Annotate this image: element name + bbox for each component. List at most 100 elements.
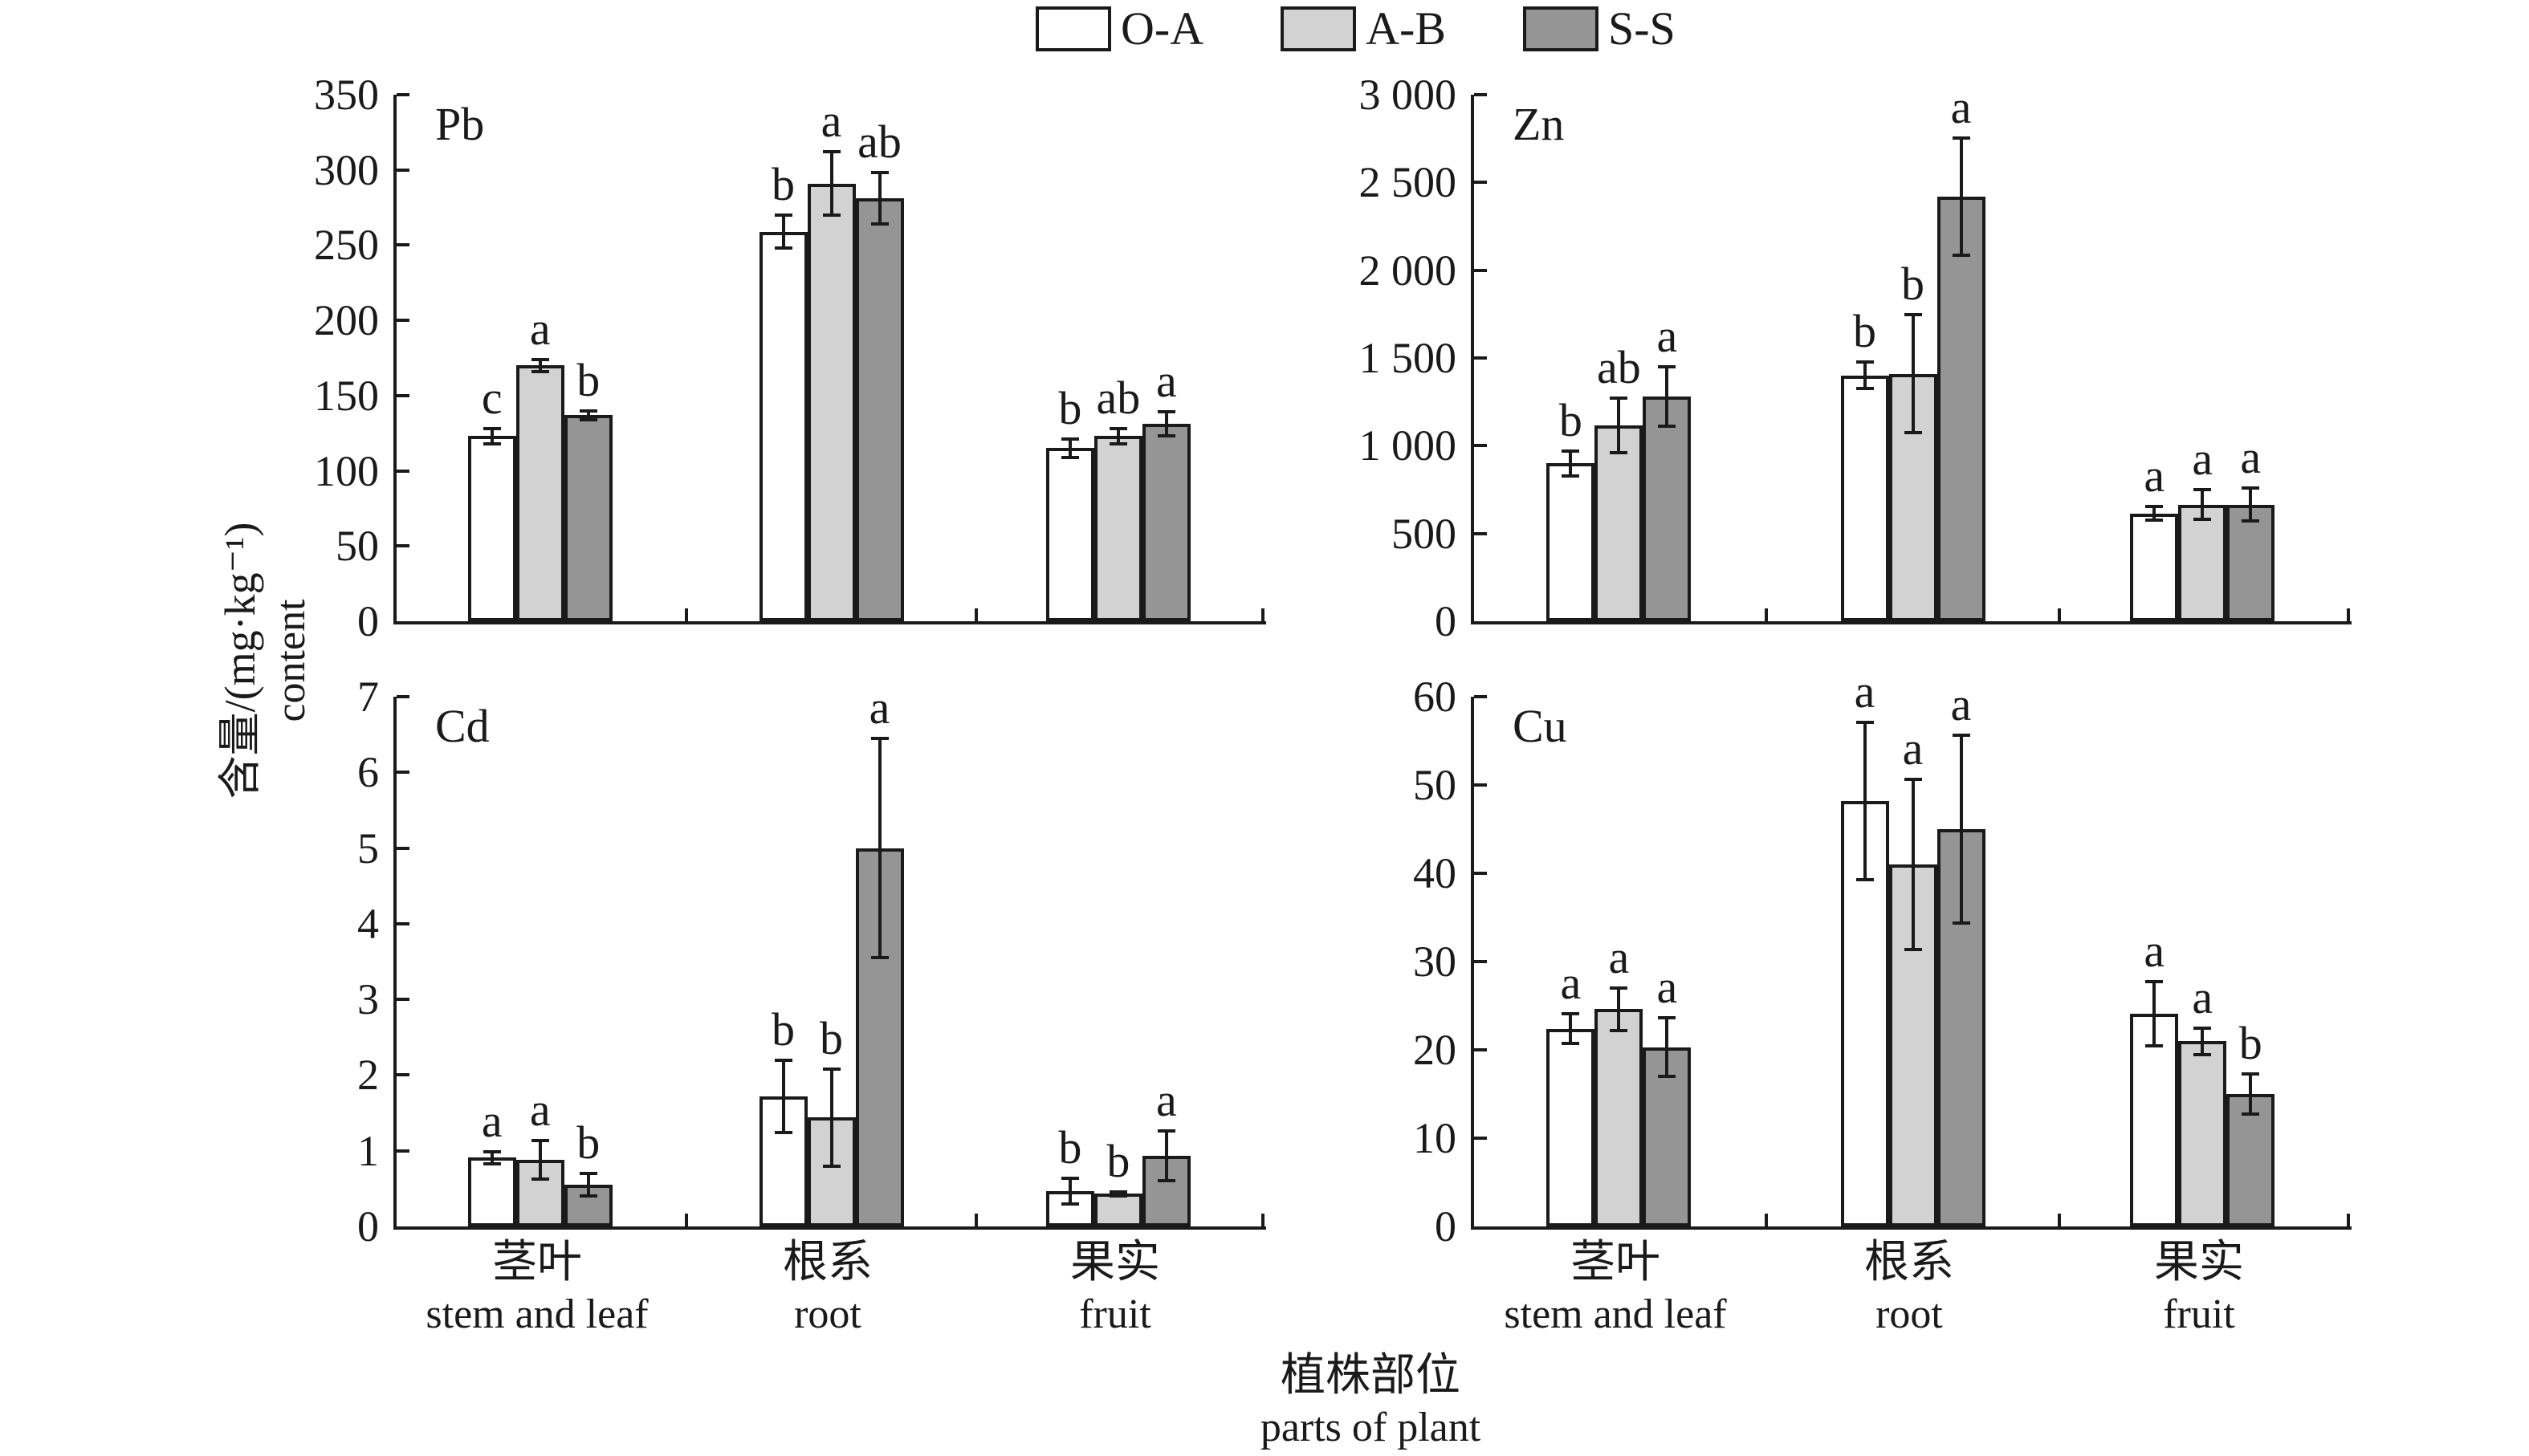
error-cap: [1109, 441, 1127, 445]
y-tick-label: 150: [314, 371, 379, 420]
sig-letter: a: [1656, 961, 1678, 1014]
error-bar: [538, 1141, 542, 1179]
error-cap: [483, 427, 501, 431]
error-cap: [1904, 313, 1922, 317]
category-label-en: stem and leaf: [426, 1291, 649, 1337]
bar: [1643, 397, 1692, 621]
error-cap: [1610, 1028, 1628, 1032]
error-cap: [579, 1194, 597, 1198]
sig-letter: a: [1156, 355, 1177, 408]
y-tick-label: 4: [357, 899, 379, 948]
x-tick-mark: [2057, 1214, 2061, 1226]
y-tick-label: 6: [357, 748, 379, 797]
error-cap: [822, 1164, 841, 1168]
error-cap: [1562, 474, 1580, 478]
error-cap: [1658, 1016, 1676, 1020]
error-bar: [1665, 366, 1669, 427]
bar: [2130, 513, 2179, 621]
y-tick-label: 100: [314, 446, 379, 495]
error-cap: [1610, 986, 1628, 990]
category-label-en: root: [1875, 1291, 1943, 1337]
y-tick-label: 0: [357, 597, 379, 645]
panel-cd: Cd 0 1 2 3 4 5 6 7 a b b a b b b a a: [357, 673, 1266, 1251]
y-tick-label: 10: [1413, 1114, 1456, 1162]
error-bar: [1959, 137, 1963, 256]
sig-letter: a: [2144, 449, 2165, 502]
error-cap: [2242, 1072, 2260, 1076]
y-tick-label: 300: [314, 145, 379, 194]
sig-letter: b: [1058, 1120, 1082, 1173]
panel-cu: Cu 0 10 20 30 40 50 60 a a a a a a a a b: [1413, 665, 2352, 1251]
y-tick-label: 50: [1413, 761, 1456, 809]
error-cap: [774, 246, 792, 250]
error-cap: [2242, 519, 2260, 523]
error-bar: [1164, 1131, 1168, 1181]
error-bar: [2201, 490, 2205, 520]
error-bar: [829, 1068, 833, 1166]
y-tick-label: 40: [1413, 849, 1456, 897]
error-cap: [1952, 254, 1970, 258]
error-bar: [1617, 988, 1621, 1031]
y-tick-label: 5: [357, 824, 379, 872]
category-label-stem-right: 茎叶 stem and leaf: [1439, 1236, 1792, 1340]
error-cap: [1061, 1176, 1079, 1180]
sig-letter: a: [1950, 80, 1972, 133]
x-tick-mark: [685, 608, 688, 621]
error-cap: [531, 1177, 549, 1181]
x-tick-mark: [975, 1214, 978, 1226]
sig-letter: a: [529, 1084, 551, 1137]
bar: [807, 183, 856, 621]
y-tick-label: 3: [357, 975, 379, 1024]
error-cap: [1562, 1042, 1580, 1046]
error-bar: [1068, 1177, 1072, 1204]
y-tick-mark: [1474, 960, 1487, 963]
legend-label-ss: S-S: [1607, 2, 1676, 55]
bar: [759, 231, 808, 621]
x-axis-label: 植株部位 parts of plant: [1049, 1348, 1692, 1453]
y-tick-mark: [397, 771, 409, 775]
y-tick-label: 2 000: [1358, 246, 1457, 295]
error-cap: [1952, 734, 1970, 738]
error-cap: [1157, 434, 1175, 438]
sig-letter: c: [481, 372, 503, 425]
y-tick-mark: [1474, 1137, 1487, 1140]
error-cap: [2193, 1052, 2212, 1056]
legend: O-A A-B S-S: [1036, 5, 1676, 53]
y-tick-mark: [397, 695, 409, 698]
error-bar: [538, 359, 542, 372]
error-bar: [1569, 1013, 1573, 1044]
category-label-root-left: 根系 root: [651, 1236, 1004, 1340]
error-cap: [2193, 488, 2212, 491]
y-tick-mark: [397, 544, 409, 548]
error-bar: [1569, 450, 1573, 476]
category-label-fruit-right: 果实 fruit: [2022, 1236, 2376, 1340]
y-tick-label: 30: [1413, 937, 1456, 986]
legend-item-oa: O-A: [1036, 5, 1203, 53]
category-label-en: stem and leaf: [1504, 1291, 1727, 1337]
error-cap: [1855, 720, 1874, 724]
category-label-zh: 茎叶: [492, 1238, 582, 1287]
sig-letter: b: [772, 1003, 795, 1055]
y-tick-mark: [1474, 531, 1487, 535]
error-bar: [490, 1151, 494, 1164]
sig-letter: a: [2192, 433, 2213, 485]
y-tick-label: 350: [314, 71, 379, 119]
error-cap: [1952, 136, 1970, 140]
error-bar: [1911, 779, 1915, 950]
y-tick-mark: [397, 1073, 409, 1077]
x-axis-label-zh: 植株部位: [1281, 1351, 1460, 1401]
sig-letter: b: [1058, 382, 1082, 435]
sig-letter: b: [1106, 1134, 1130, 1187]
error-bar: [1164, 412, 1168, 437]
error-cap: [2242, 486, 2260, 490]
y-tick-mark: [1474, 93, 1487, 96]
sig-letter: b: [820, 1011, 843, 1064]
error-cap: [579, 417, 597, 421]
error-bar: [2201, 1027, 2205, 1055]
error-cap: [1109, 1194, 1127, 1198]
y-tick-mark: [1474, 181, 1487, 185]
error-cap: [1904, 947, 1922, 951]
error-cap: [531, 357, 549, 361]
y-tick-mark: [1474, 695, 1487, 698]
y-tick-label: 1 000: [1358, 421, 1457, 470]
